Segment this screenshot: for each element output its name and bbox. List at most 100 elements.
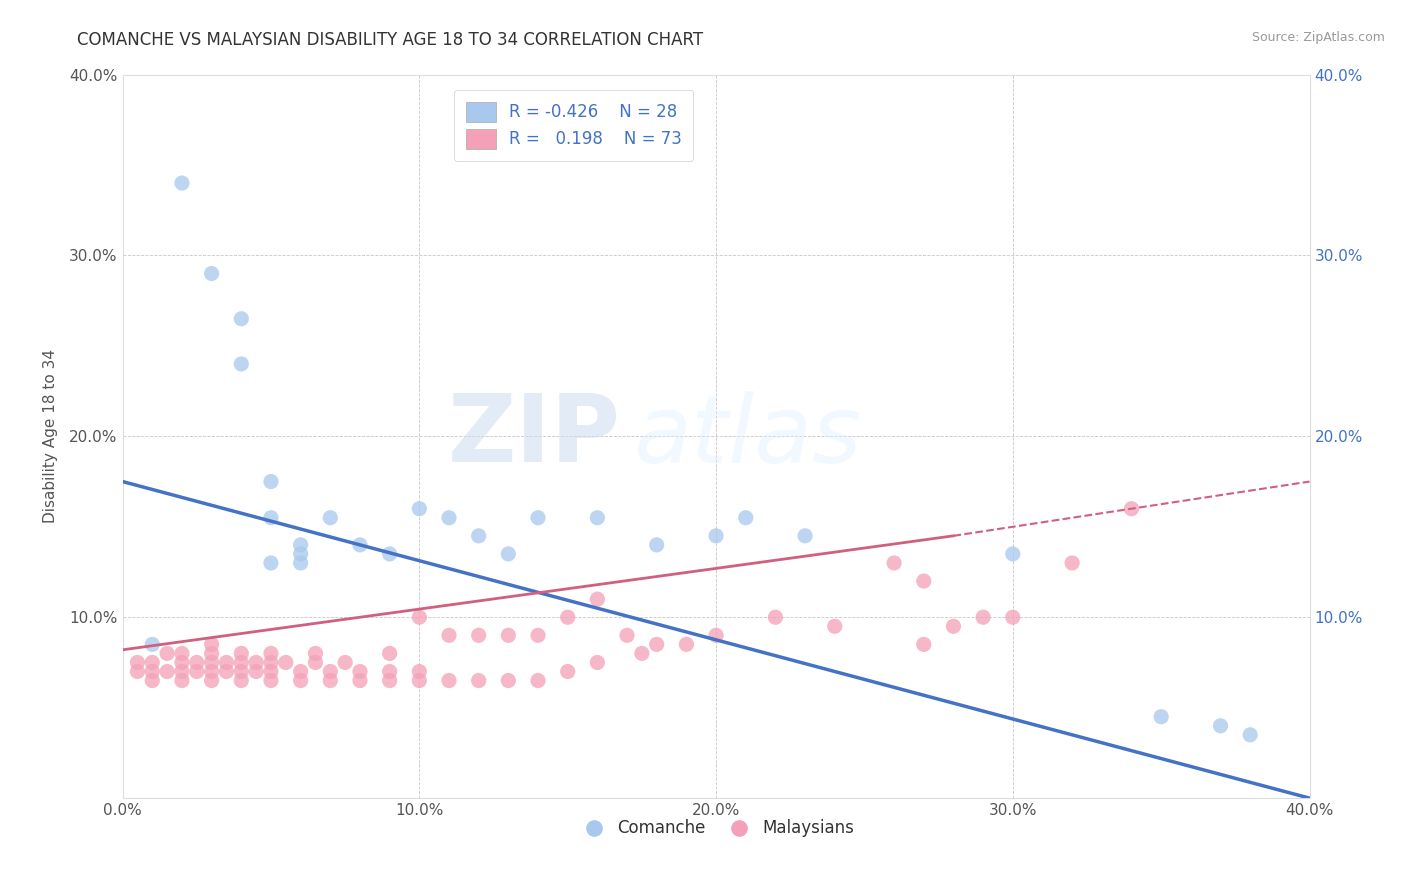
Point (170, 656, 193, 670)
Point (586, 510, 609, 524)
Point (170, 665, 193, 679)
Point (231, 656, 253, 670)
Point (231, 665, 253, 679)
Point (1121, 501, 1143, 516)
Point (467, 529, 489, 543)
Point (972, 610, 994, 624)
Point (245, 665, 267, 679)
Point (304, 647, 326, 661)
Point (467, 628, 489, 642)
Point (378, 547, 401, 561)
Point (527, 510, 550, 524)
Point (794, 529, 817, 543)
Point (170, 673, 193, 688)
Point (498, 547, 520, 561)
Point (912, 637, 935, 651)
Point (215, 665, 238, 679)
Point (408, 501, 430, 516)
Y-axis label: Disability Age 18 to 34: Disability Age 18 to 34 (44, 350, 58, 524)
Point (763, 610, 786, 624)
Point (170, 647, 193, 661)
Point (170, 176, 193, 190)
Point (156, 647, 179, 661)
Point (260, 665, 283, 679)
Point (645, 538, 668, 552)
Point (215, 656, 238, 670)
Point (527, 628, 550, 642)
Point (186, 665, 208, 679)
Point (1062, 556, 1084, 570)
Point (557, 665, 579, 679)
Point (557, 610, 579, 624)
Point (201, 647, 224, 661)
Point (942, 619, 965, 633)
Point (290, 665, 312, 679)
Point (1239, 728, 1261, 742)
Text: atlas: atlas (633, 391, 862, 482)
Point (260, 510, 283, 524)
Point (824, 619, 846, 633)
Point (290, 547, 312, 561)
Point (437, 673, 460, 688)
Point (141, 637, 163, 651)
Point (912, 574, 935, 588)
Point (349, 673, 371, 688)
Point (231, 357, 253, 371)
Point (260, 475, 283, 489)
Point (319, 665, 342, 679)
Point (319, 673, 342, 688)
Point (631, 647, 654, 661)
Point (290, 556, 312, 570)
Point (349, 538, 371, 552)
Point (527, 673, 550, 688)
Point (127, 665, 149, 679)
Point (141, 656, 163, 670)
Point (201, 665, 224, 679)
Point (467, 673, 489, 688)
Point (586, 592, 609, 607)
Point (260, 647, 283, 661)
Point (304, 656, 326, 670)
Point (1150, 710, 1173, 724)
Point (586, 656, 609, 670)
Point (290, 673, 312, 688)
Point (704, 628, 727, 642)
Point (186, 656, 208, 670)
Point (290, 538, 312, 552)
Point (437, 510, 460, 524)
Point (437, 628, 460, 642)
Point (333, 656, 356, 670)
Point (349, 665, 371, 679)
Text: Source: ZipAtlas.com: Source: ZipAtlas.com (1251, 31, 1385, 45)
Point (378, 665, 401, 679)
Point (260, 656, 283, 670)
Point (127, 656, 149, 670)
Point (378, 673, 401, 688)
Point (260, 673, 283, 688)
Point (408, 673, 430, 688)
Legend: Comanche, Malaysians: Comanche, Malaysians (571, 813, 862, 844)
Point (498, 673, 520, 688)
Point (734, 510, 756, 524)
Point (704, 529, 727, 543)
Point (231, 647, 253, 661)
Text: COMANCHE VS MALAYSIAN DISABILITY AGE 18 TO 34 CORRELATION CHART: COMANCHE VS MALAYSIAN DISABILITY AGE 18 … (77, 31, 703, 49)
Point (498, 628, 520, 642)
Point (141, 673, 163, 688)
Point (408, 610, 430, 624)
Point (245, 656, 267, 670)
Point (201, 267, 224, 281)
Point (1001, 610, 1024, 624)
Point (201, 656, 224, 670)
Point (616, 628, 638, 642)
Point (408, 665, 430, 679)
Text: ZIP: ZIP (449, 391, 621, 483)
Point (1001, 547, 1024, 561)
Point (231, 311, 253, 326)
Point (1209, 719, 1232, 733)
Point (378, 647, 401, 661)
Point (141, 665, 163, 679)
Point (883, 556, 905, 570)
Point (260, 556, 283, 570)
Point (231, 673, 253, 688)
